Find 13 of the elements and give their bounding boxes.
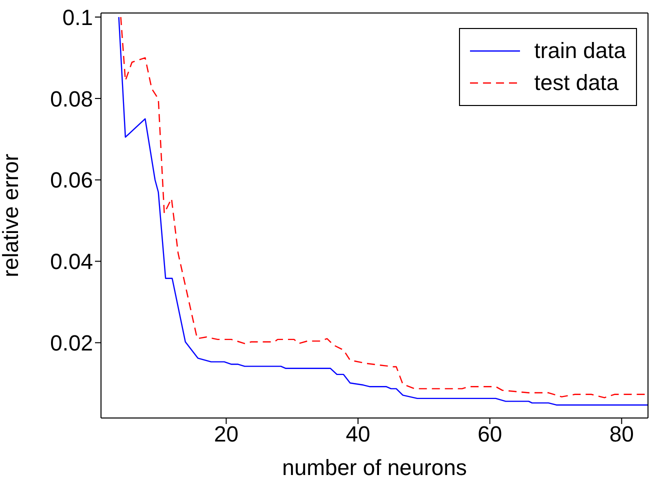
y-tick-label: 0.08: [50, 86, 93, 112]
y-tick-label: 0.1: [62, 4, 93, 30]
x-tick-label: 60: [478, 422, 502, 447]
x-axis-title: number of neurons: [282, 455, 467, 477]
legend-label: train data: [534, 38, 626, 64]
x-tick-label: 40: [346, 422, 370, 447]
x-tick-label: 20: [214, 422, 238, 447]
x-tick-label: 80: [609, 422, 634, 447]
y-tick-label: 0.06: [50, 168, 93, 193]
legend-label: test data: [534, 70, 619, 96]
y-tick-label: 0.02: [50, 330, 93, 356]
y-tick-label: 0.04: [50, 249, 93, 274]
y-axis-title: relative error: [0, 154, 23, 278]
